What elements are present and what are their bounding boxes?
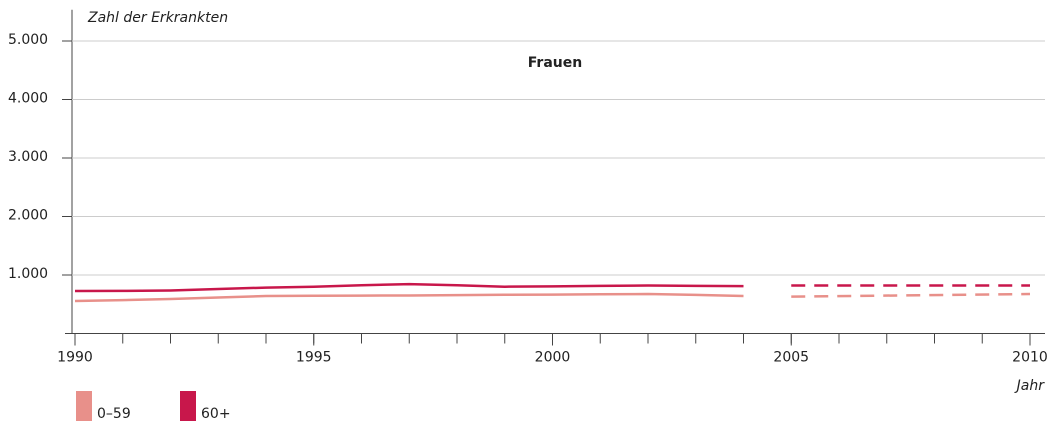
y-tick-label: 5.000 — [8, 32, 48, 48]
legend-swatch — [180, 391, 196, 421]
y-axis-label: Zahl der Erkrankten — [87, 10, 228, 26]
x-tick-label: 1990 — [57, 350, 93, 366]
x-axis-label: Jahr — [1014, 378, 1046, 394]
x-tick-label: 2005 — [773, 350, 809, 366]
x-tick-label: 2010 — [1012, 350, 1048, 366]
x-tick-label: 1995 — [296, 350, 332, 366]
projection-line — [791, 292, 1031, 298]
series-line — [74, 282, 744, 293]
legend-swatch — [76, 391, 92, 421]
chart-title: Frauen — [528, 55, 582, 71]
y-tick-label: 4.000 — [8, 91, 48, 107]
legend-label: 0–59 — [97, 406, 131, 422]
x-tick-label: 2000 — [535, 350, 571, 366]
legend-label: 60+ — [201, 406, 231, 422]
y-tick-label: 2.000 — [8, 208, 48, 224]
y-tick-label: 3.000 — [8, 149, 48, 165]
series-line — [74, 292, 744, 303]
y-tick-label: 1.000 — [8, 266, 48, 282]
